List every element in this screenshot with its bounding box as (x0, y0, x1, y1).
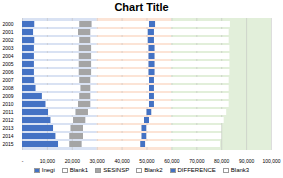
html-text:Blank1: Blank1 (69, 167, 89, 173)
svg-text:2006: 2006 (2, 69, 13, 75)
svg-text:2014: 2014 (2, 133, 13, 139)
html-text:Inegi: Inegi (41, 167, 55, 173)
svg-text:100,000: 100,000 (262, 158, 280, 164)
svg-text:70,000: 70,000 (189, 158, 205, 164)
html-text:Blank3: Blank3 (230, 167, 250, 173)
svg-text:2013: 2013 (2, 125, 13, 131)
svg-text:30,000: 30,000 (90, 158, 106, 164)
svg-text:50,000: 50,000 (139, 158, 155, 164)
svg-text:40,000: 40,000 (114, 158, 130, 164)
svg-text:2002: 2002 (2, 37, 13, 43)
svg-text:2005: 2005 (2, 61, 13, 67)
html-text:DIFFERENCE: DIFFERENCE (177, 167, 216, 173)
svg-text:2000: 2000 (2, 21, 13, 27)
html-text:SESINSP: SESINSP (103, 167, 130, 173)
svg-text:2010: 2010 (2, 101, 13, 107)
svg-text:2007: 2007 (2, 77, 13, 83)
svg-text:2008: 2008 (2, 85, 13, 91)
svg-text:90,000: 90,000 (239, 158, 255, 164)
svg-text:20,000: 20,000 (65, 158, 81, 164)
html-text:Blank2: Blank2 (144, 167, 163, 173)
svg-text:2009: 2009 (2, 93, 13, 99)
svg-text:80,000: 80,000 (214, 158, 230, 164)
svg-text:2012: 2012 (2, 117, 13, 123)
svg-text:2003: 2003 (2, 45, 13, 51)
svg-text:2001: 2001 (2, 29, 13, 35)
svg-text:2004: 2004 (2, 53, 13, 59)
svg-text:10,000: 10,000 (40, 158, 56, 164)
svg-text:60,000: 60,000 (164, 158, 180, 164)
svg-text:2011: 2011 (3, 109, 14, 115)
svg-text:2015: 2015 (2, 141, 13, 147)
svg-text:-: - (22, 158, 24, 164)
html-text:Chart Title: Chart Title (114, 1, 169, 13)
